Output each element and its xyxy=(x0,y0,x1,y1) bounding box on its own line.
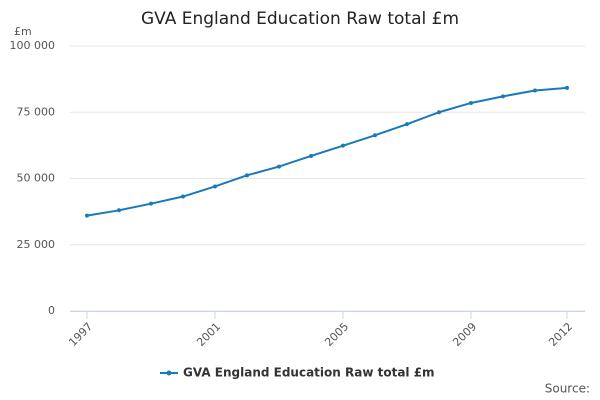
point xyxy=(341,143,345,148)
x-tick-label: 1997 xyxy=(66,320,95,349)
y-tick-label: 50 000 xyxy=(17,172,56,185)
point xyxy=(85,213,89,218)
y-tick-label: 100 000 xyxy=(10,39,56,52)
legend-marker xyxy=(166,370,172,376)
x-tick-label: 2001 xyxy=(194,320,223,349)
point xyxy=(533,88,537,93)
point xyxy=(405,122,409,127)
source: Source: xyxy=(545,382,590,396)
x-tick-label: 2012 xyxy=(546,320,575,349)
point xyxy=(117,208,121,213)
point xyxy=(245,173,249,178)
point xyxy=(373,133,377,138)
y-tick-label: 25 000 xyxy=(17,238,56,251)
point xyxy=(309,153,313,158)
y-axis-label: £m xyxy=(14,25,32,38)
point xyxy=(437,110,441,115)
y-tick-label: 75 000 xyxy=(17,105,56,118)
line xyxy=(86,86,568,217)
point xyxy=(213,184,217,189)
y-tick-label: 0 xyxy=(48,304,55,317)
point xyxy=(181,194,185,199)
legend-label: GVA England Education Raw total £m xyxy=(183,366,435,380)
point xyxy=(277,164,281,169)
x-tick-label: 2009 xyxy=(450,320,479,349)
point xyxy=(501,94,505,99)
point xyxy=(565,85,569,90)
x-tick-label: 2005 xyxy=(322,320,351,349)
point xyxy=(149,201,153,206)
chart-title: GVA England Education Raw total £m xyxy=(141,9,459,29)
point xyxy=(469,100,473,105)
